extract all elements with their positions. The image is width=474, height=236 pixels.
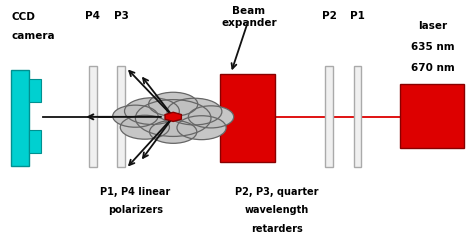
Bar	[400, 84, 464, 148]
Bar	[29, 130, 41, 152]
Bar	[118, 66, 125, 168]
Circle shape	[177, 116, 226, 140]
Circle shape	[188, 106, 234, 128]
Text: polarizers: polarizers	[108, 206, 163, 215]
Bar	[325, 66, 333, 168]
Circle shape	[149, 92, 198, 116]
Circle shape	[167, 98, 222, 125]
Text: P1, P4 linear: P1, P4 linear	[100, 187, 171, 197]
Text: retarders: retarders	[251, 224, 303, 234]
Text: P2, P3, quarter: P2, P3, quarter	[236, 187, 319, 197]
Circle shape	[167, 98, 222, 125]
Text: 635 nm: 635 nm	[411, 42, 455, 52]
Text: wavelength: wavelength	[245, 206, 310, 215]
Circle shape	[125, 98, 179, 124]
Circle shape	[120, 115, 169, 139]
Circle shape	[125, 98, 179, 124]
Circle shape	[150, 120, 197, 143]
Text: P4: P4	[85, 11, 100, 21]
Text: Beam
expander: Beam expander	[221, 6, 277, 28]
Text: CCD: CCD	[11, 12, 35, 22]
Bar	[89, 66, 97, 168]
Text: P1: P1	[350, 11, 365, 21]
Bar	[11, 70, 29, 166]
Circle shape	[150, 120, 197, 143]
Text: P3: P3	[114, 11, 128, 21]
Text: P2: P2	[322, 11, 337, 21]
Circle shape	[136, 100, 211, 136]
Circle shape	[188, 106, 234, 128]
Circle shape	[113, 105, 158, 127]
Text: camera: camera	[11, 31, 55, 41]
Bar	[354, 66, 361, 168]
Circle shape	[113, 105, 158, 127]
Text: laser: laser	[419, 21, 448, 31]
Bar	[220, 74, 275, 162]
Bar	[29, 79, 41, 102]
Circle shape	[120, 115, 169, 139]
Circle shape	[177, 116, 226, 140]
Text: 670 nm: 670 nm	[411, 63, 455, 73]
Circle shape	[149, 92, 198, 116]
Circle shape	[136, 100, 211, 136]
